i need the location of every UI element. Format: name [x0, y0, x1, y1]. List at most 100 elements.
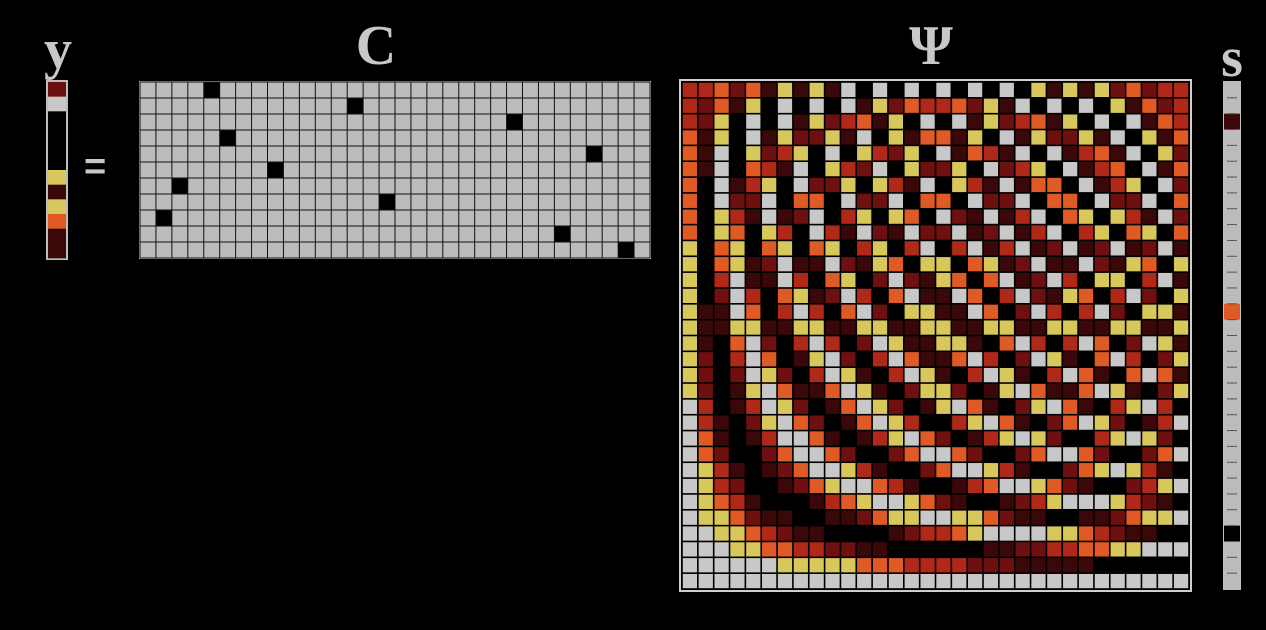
matrix-psi-cell [872, 98, 888, 113]
matrix-psi-cell [920, 225, 935, 240]
matrix-psi-cell [872, 399, 888, 414]
matrix-psi-cell [762, 304, 777, 319]
matrix-psi-cell [1126, 447, 1141, 462]
matrix-psi-cell [841, 146, 856, 161]
matrix-psi-cell [762, 526, 777, 541]
matrix-psi-cell [999, 241, 1014, 256]
matrix-psi-cell [714, 98, 729, 113]
matrix-psi-cell [920, 542, 935, 557]
matrix-c-selected-cell [155, 210, 172, 226]
matrix-psi-cell [1047, 320, 1062, 335]
matrix-psi-cell [999, 225, 1014, 240]
matrix-psi-cell [1094, 162, 1109, 177]
matrix-psi-cell [1078, 320, 1094, 335]
matrix-psi-cell [1078, 431, 1094, 446]
matrix-psi-cell [1110, 383, 1125, 399]
matrix-psi-cell [872, 272, 888, 288]
matrix-psi-cell [888, 146, 904, 161]
matrix-psi-cell [1063, 114, 1078, 129]
matrix-psi-cell [1047, 447, 1062, 462]
matrix-psi-cell [1047, 257, 1062, 272]
matrix-psi-cell [857, 177, 872, 193]
matrix-psi-cell [967, 336, 983, 351]
matrix-psi-cell [793, 415, 808, 430]
matrix-psi-cell [1031, 82, 1046, 98]
matrix-psi-cell [777, 257, 793, 272]
matrix-psi-cell [1110, 320, 1125, 335]
matrix-psi-cell [952, 367, 967, 383]
matrix-psi-cell [920, 146, 935, 161]
matrix-psi-cell [1142, 542, 1157, 557]
matrix-psi-cell [888, 447, 904, 462]
matrix-psi-cell [1142, 257, 1157, 272]
matrix-psi-cell [730, 98, 745, 113]
matrix-psi-cell [1158, 209, 1173, 224]
matrix-psi-cell [999, 193, 1014, 208]
matrix-psi-cell [904, 478, 919, 494]
matrix-psi-cell [1063, 288, 1078, 304]
matrix-psi-cell [714, 162, 729, 177]
matrix-psi-cell [952, 146, 967, 161]
matrix-psi-cell [793, 336, 808, 351]
matrix-psi-cell [952, 510, 967, 525]
matrix-psi-cell [999, 399, 1014, 414]
matrix-psi-cell [872, 494, 888, 509]
matrix-psi-cell [746, 304, 761, 319]
matrix-psi-cell [841, 272, 856, 288]
matrix-psi-cell [762, 114, 777, 129]
matrix-psi-cell [1078, 367, 1094, 383]
matrix-psi-cell [936, 320, 951, 335]
matrix-psi-cell [1110, 288, 1125, 304]
matrix-psi-cell [793, 573, 808, 589]
matrix-psi-cell [698, 383, 713, 399]
matrix-psi-cell [698, 241, 713, 256]
matrix-psi-cell [888, 193, 904, 208]
matrix-psi-cell [698, 193, 713, 208]
matrix-c-selected-cell [618, 242, 635, 258]
matrix-psi-cell [857, 352, 872, 367]
matrix-psi-cell [888, 320, 904, 335]
matrix-psi-cell [1078, 304, 1094, 319]
matrix-psi-cell [936, 209, 951, 224]
matrix-psi-cell [1173, 336, 1189, 351]
matrix-psi-cell [904, 209, 919, 224]
matrix-psi-cell [762, 162, 777, 177]
matrix-psi-cell [777, 320, 793, 335]
matrix-psi-cell [936, 352, 951, 367]
matrix-psi-cell [983, 510, 999, 525]
matrix-psi-cell [857, 288, 872, 304]
matrix-psi-cell [809, 558, 824, 573]
matrix-psi-cell [1015, 415, 1030, 430]
matrix-psi-cell [762, 494, 777, 509]
matrix-c-selected-cell [554, 226, 571, 242]
matrix-psi-cell [698, 225, 713, 240]
matrix-psi-cell [809, 526, 824, 541]
matrix-psi-cell [793, 241, 808, 256]
matrix-psi-cell [1094, 352, 1109, 367]
matrix-psi-cell [936, 114, 951, 129]
matrix-psi-cell [872, 415, 888, 430]
matrix-psi-cell [936, 98, 951, 113]
matrix-psi-cell [762, 320, 777, 335]
matrix-psi-cell [777, 367, 793, 383]
matrix-psi-cell [1126, 225, 1141, 240]
matrix-psi-cell [904, 272, 919, 288]
matrix-psi-cell [777, 130, 793, 145]
matrix-psi-cell [1094, 320, 1109, 335]
matrix-psi-cell [714, 320, 729, 335]
vector-s-nonzero-cell [1224, 113, 1240, 130]
matrix-psi-cell [698, 542, 713, 557]
matrix-psi-cell [1126, 542, 1141, 557]
matrix-psi-cell [1142, 573, 1157, 589]
matrix-psi-cell [1094, 257, 1109, 272]
matrix-psi-cell [1094, 146, 1109, 161]
matrix-psi-cell [762, 209, 777, 224]
matrix-psi-cell [1031, 367, 1046, 383]
vector-y-cell [48, 243, 66, 259]
matrix-psi-cell [904, 225, 919, 240]
matrix-psi-cell [1094, 367, 1109, 383]
matrix-psi-cell [1031, 510, 1046, 525]
matrix-psi-cell [698, 98, 713, 113]
matrix-psi-cell [936, 510, 951, 525]
matrix-psi-cell [1126, 162, 1141, 177]
